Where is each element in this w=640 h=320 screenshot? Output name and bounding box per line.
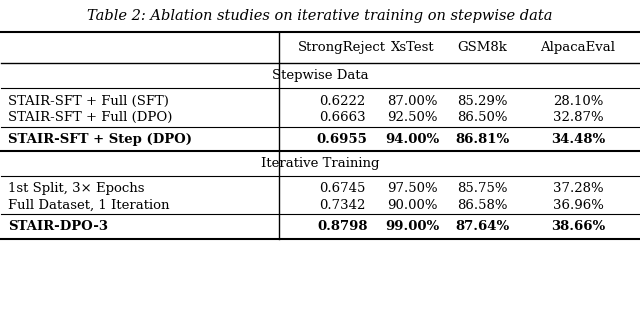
Text: 94.00%: 94.00%: [385, 133, 440, 146]
Text: 38.66%: 38.66%: [551, 220, 605, 233]
Text: 90.00%: 90.00%: [387, 198, 438, 212]
Text: STAIR-SFT + Step (DPO): STAIR-SFT + Step (DPO): [8, 133, 192, 146]
Text: 92.50%: 92.50%: [387, 111, 438, 124]
Text: Iterative Training: Iterative Training: [260, 157, 380, 170]
Text: Stepwise Data: Stepwise Data: [272, 69, 368, 83]
Text: XsTest: XsTest: [390, 41, 434, 54]
Text: 0.7342: 0.7342: [319, 198, 365, 212]
Text: Full Dataset, 1 Iteration: Full Dataset, 1 Iteration: [8, 198, 169, 212]
Text: 85.75%: 85.75%: [457, 182, 508, 195]
Text: 34.48%: 34.48%: [551, 133, 605, 146]
Text: 86.50%: 86.50%: [457, 111, 508, 124]
Text: 32.87%: 32.87%: [553, 111, 604, 124]
Text: STAIR-DPO-3: STAIR-DPO-3: [8, 220, 108, 233]
Text: 0.8798: 0.8798: [317, 220, 367, 233]
Text: StrongReject: StrongReject: [298, 41, 387, 54]
Text: Table 2: Ablation studies on iterative training on stepwise data: Table 2: Ablation studies on iterative t…: [87, 9, 553, 23]
Text: STAIR-SFT + Full (SFT): STAIR-SFT + Full (SFT): [8, 95, 168, 108]
Text: 0.6745: 0.6745: [319, 182, 365, 195]
Text: 86.58%: 86.58%: [457, 198, 508, 212]
Text: 87.64%: 87.64%: [456, 220, 509, 233]
Text: 0.6663: 0.6663: [319, 111, 365, 124]
Text: STAIR-SFT + Full (DPO): STAIR-SFT + Full (DPO): [8, 111, 172, 124]
Text: 28.10%: 28.10%: [553, 95, 604, 108]
Text: 37.28%: 37.28%: [553, 182, 604, 195]
Text: 85.29%: 85.29%: [457, 95, 508, 108]
Text: 1st Split, 3× Epochs: 1st Split, 3× Epochs: [8, 182, 144, 195]
Text: AlpacaEval: AlpacaEval: [541, 41, 616, 54]
Text: 0.6222: 0.6222: [319, 95, 365, 108]
Text: 87.00%: 87.00%: [387, 95, 438, 108]
Text: 86.81%: 86.81%: [456, 133, 509, 146]
Text: GSM8k: GSM8k: [458, 41, 508, 54]
Text: 36.96%: 36.96%: [552, 198, 604, 212]
Text: 0.6955: 0.6955: [317, 133, 368, 146]
Text: 97.50%: 97.50%: [387, 182, 438, 195]
Text: 99.00%: 99.00%: [385, 220, 440, 233]
